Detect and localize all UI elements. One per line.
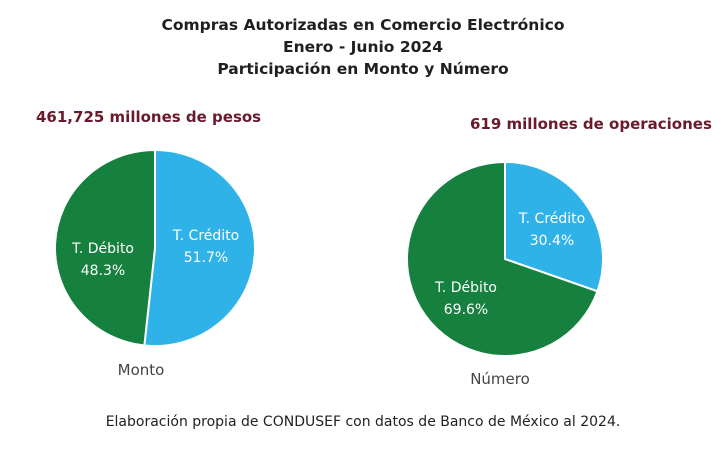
pie-numero-credito-value: 30.4% [530, 233, 574, 249]
numero-total-label: 619 millones de operaciones [470, 115, 712, 133]
pie-numero: T. Crédito 30.4% T. Débito 69.6% Número [406, 161, 604, 388]
pie-numero-credito-name: T. Crédito [518, 211, 585, 227]
pie-numero-debito-value: 69.6% [444, 302, 488, 318]
monto-total-label: 461,725 millones de pesos [36, 108, 262, 126]
pie-monto: T. Crédito 51.7% T. Débito 48.3% Monto [54, 149, 256, 379]
chart-title: Compras Autorizadas en Comercio Electrón… [0, 14, 726, 80]
title-line-1: Compras Autorizadas en Comercio Electrón… [161, 16, 565, 34]
pie-monto-caption: Monto [118, 361, 165, 379]
pie-monto-credito-name: T. Crédito [172, 228, 239, 244]
title-line-2: Enero - Junio 2024 [283, 38, 443, 56]
pie-numero-debito-name: T. Débito [434, 280, 497, 296]
source-footnote: Elaboración propia de CONDUSEF con datos… [105, 414, 621, 430]
title-line-3: Participación en Monto y Número [217, 60, 509, 78]
pie-monto-slice-credito [143, 149, 256, 347]
pie-numero-caption: Número [470, 370, 530, 388]
pie-numero-slice-credito [504, 161, 604, 293]
pie-monto-debito-value: 48.3% [81, 263, 125, 279]
pie-monto-slice-debito [54, 149, 156, 347]
pie-monto-debito-name: T. Débito [71, 241, 134, 257]
pie-monto-credito-value: 51.7% [184, 250, 228, 266]
pie-numero-slice-debito [406, 161, 599, 357]
